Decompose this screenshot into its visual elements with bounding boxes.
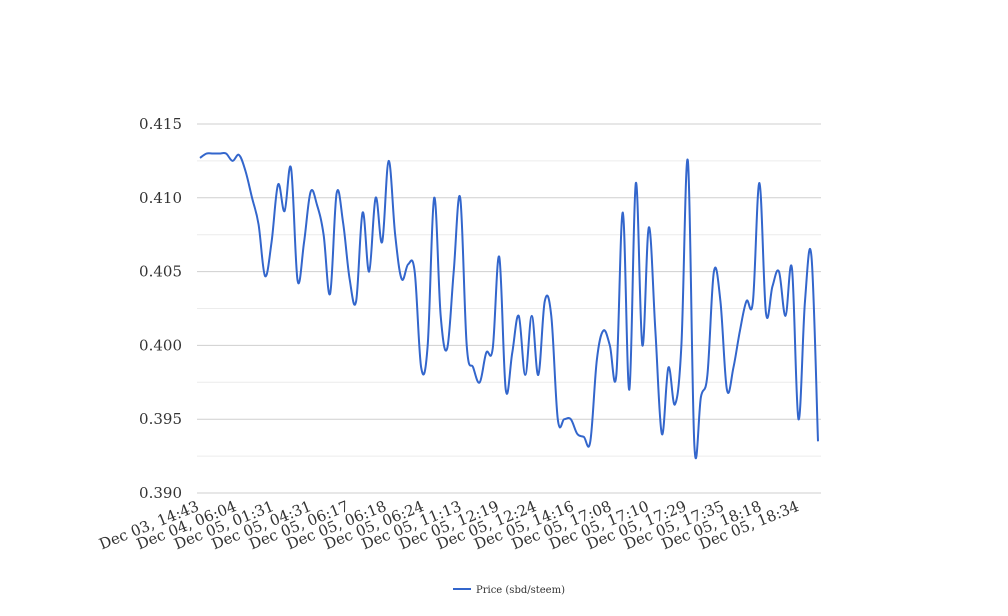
y-axis: 0.390 0.395 0.400 0.405 0.410 0.415 bbox=[139, 115, 182, 502]
series-layer bbox=[199, 151, 819, 459]
y-tick-label: 0.400 bbox=[139, 336, 182, 354]
legend-label: Price (sbd/steem) bbox=[476, 585, 565, 596]
series-line-price[interactable] bbox=[199, 151, 819, 459]
y-tick-label: 0.415 bbox=[139, 115, 182, 133]
y-tick-label: 0.395 bbox=[139, 410, 182, 428]
y-tick-label: 0.405 bbox=[139, 263, 182, 281]
y-tick-label: 0.390 bbox=[139, 484, 182, 502]
legend[interactable]: Price (sbd/steem) bbox=[453, 585, 565, 596]
grid bbox=[197, 123, 821, 494]
y-tick-label: 0.410 bbox=[139, 189, 182, 207]
